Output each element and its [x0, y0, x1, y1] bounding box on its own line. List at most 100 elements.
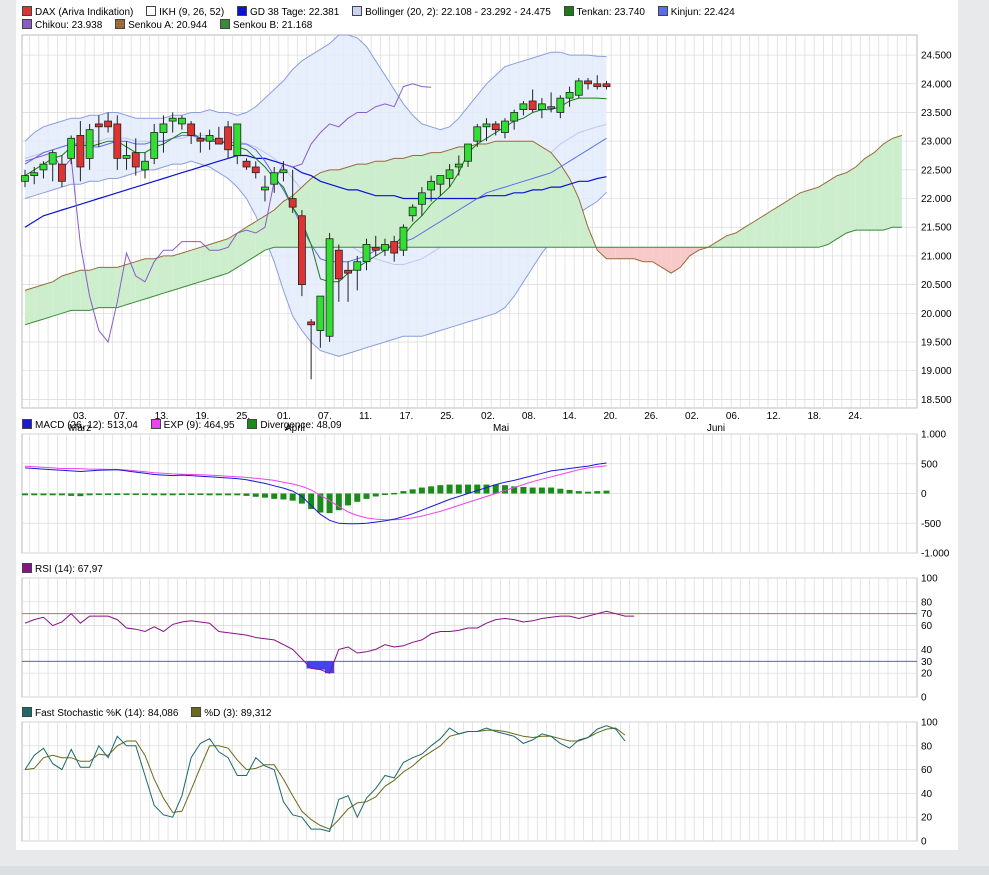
divergence-bar — [455, 484, 462, 494]
divergence-bar — [391, 492, 398, 495]
y-tick-label: 23.500 — [921, 108, 952, 119]
divergence-bar — [418, 487, 425, 494]
candle-body — [122, 155, 131, 159]
bottom-scrollbar[interactable] — [0, 866, 989, 875]
candle-body — [178, 117, 186, 125]
legend-swatch — [191, 707, 202, 717]
candle — [67, 135, 76, 165]
ichimoku-cloud-segment — [744, 221, 755, 248]
ichimoku-cloud-segment — [791, 192, 801, 248]
ichimoku-cloud-segment — [828, 175, 838, 245]
ichimoku-cloud-segment — [126, 261, 136, 305]
x-tick-label: 17. — [399, 411, 413, 422]
candle — [445, 164, 454, 188]
ichimoku-cloud-segment — [375, 161, 385, 248]
candle — [39, 161, 48, 179]
panel-background — [21, 577, 918, 698]
candle — [141, 152, 149, 179]
y-tick-label: 60 — [921, 765, 933, 776]
y-tick-label: 70 — [921, 609, 933, 620]
divergence-bar — [529, 487, 536, 494]
candle-body — [408, 206, 417, 217]
legend-item-chikou: Chikou: 23.938 — [22, 19, 102, 31]
divergence-bar — [141, 493, 148, 495]
candle-body — [436, 175, 445, 185]
legend-item-ikh: IKH (9, 26, 52) — [146, 6, 224, 18]
divergence-bar — [345, 493, 352, 506]
candle-body — [141, 160, 149, 171]
candle — [473, 123, 482, 147]
x-tick-label: 26. — [644, 411, 658, 422]
y-tick-label: 100 — [921, 574, 938, 585]
candle — [399, 224, 408, 256]
candle-body — [67, 137, 76, 159]
legend-swatch — [236, 6, 247, 16]
candle — [187, 121, 196, 145]
candle — [464, 143, 472, 167]
divergence-bar — [474, 484, 481, 494]
divergence-bar — [326, 493, 333, 514]
x-tick-label: 01. — [277, 411, 291, 422]
candle — [436, 175, 445, 196]
candle — [454, 155, 463, 176]
candle-body — [270, 172, 279, 185]
candle — [593, 75, 602, 90]
ichimoku-cloud-segment — [458, 146, 469, 248]
candle-body — [473, 126, 482, 142]
candle — [58, 155, 66, 188]
divergence-bar — [160, 493, 167, 496]
divergence-bar — [280, 493, 287, 500]
candle-body — [21, 175, 29, 182]
candle — [362, 238, 371, 271]
ichimoku-cloud-segment — [246, 221, 256, 262]
candle-body — [58, 163, 66, 182]
bollinger-lower-line — [24, 160, 607, 357]
ichimoku-cloud-segment — [495, 141, 505, 248]
candle-body — [279, 169, 288, 174]
ichimoku-cloud-segment — [135, 258, 145, 302]
y-tick-label: 20.500 — [921, 280, 952, 291]
candle-body — [113, 123, 122, 159]
divergence-bar — [465, 484, 472, 494]
ichimoku-cloud-segment — [89, 267, 99, 311]
legend-rsi: RSI (14): 67,97 — [22, 563, 113, 576]
candle — [334, 244, 343, 302]
candle-body — [131, 152, 140, 168]
divergence-bar — [520, 486, 527, 494]
candle-body — [362, 244, 371, 263]
ichimoku-cloud-segment — [864, 152, 875, 231]
divergence-bar — [428, 486, 435, 494]
ichimoku-cloud-segment — [348, 164, 358, 248]
candle-body — [30, 172, 39, 176]
divergence-bar — [483, 484, 490, 494]
y-tick-label: 21.000 — [921, 251, 952, 262]
divergence-bar — [178, 493, 185, 495]
candle-body — [307, 321, 316, 326]
ichimoku-cloud-segment — [606, 247, 616, 259]
y-tick-label: 0 — [921, 837, 927, 848]
candle-body — [39, 163, 48, 171]
ichimoku-cloud-segment — [412, 155, 422, 248]
y-tick-label: -500 — [921, 519, 941, 530]
divergence-bar — [437, 485, 444, 494]
y-tick-label: 60 — [921, 621, 933, 632]
ichimoku-cloud-segment — [209, 241, 219, 279]
candle — [344, 261, 352, 302]
y-tick-label: 20 — [921, 669, 933, 680]
ichimoku-cloud-segment — [883, 138, 893, 231]
x-tick-label: 12. — [767, 411, 781, 422]
candle — [427, 175, 436, 202]
rsi-plot — [22, 610, 917, 674]
divergence-bar — [271, 493, 278, 499]
divergence-bar — [594, 491, 601, 494]
divergence-bar — [95, 493, 102, 495]
divergence-bar — [188, 493, 195, 495]
divergence-bar — [381, 493, 388, 495]
candle — [307, 319, 316, 380]
ichimoku-cloud-segment — [643, 247, 653, 262]
ichimoku-cloud-segment — [61, 273, 72, 314]
candle-body — [242, 160, 251, 168]
y-tick-label: -1.000 — [921, 549, 950, 560]
ichimoku-cloud-segment — [541, 146, 552, 248]
